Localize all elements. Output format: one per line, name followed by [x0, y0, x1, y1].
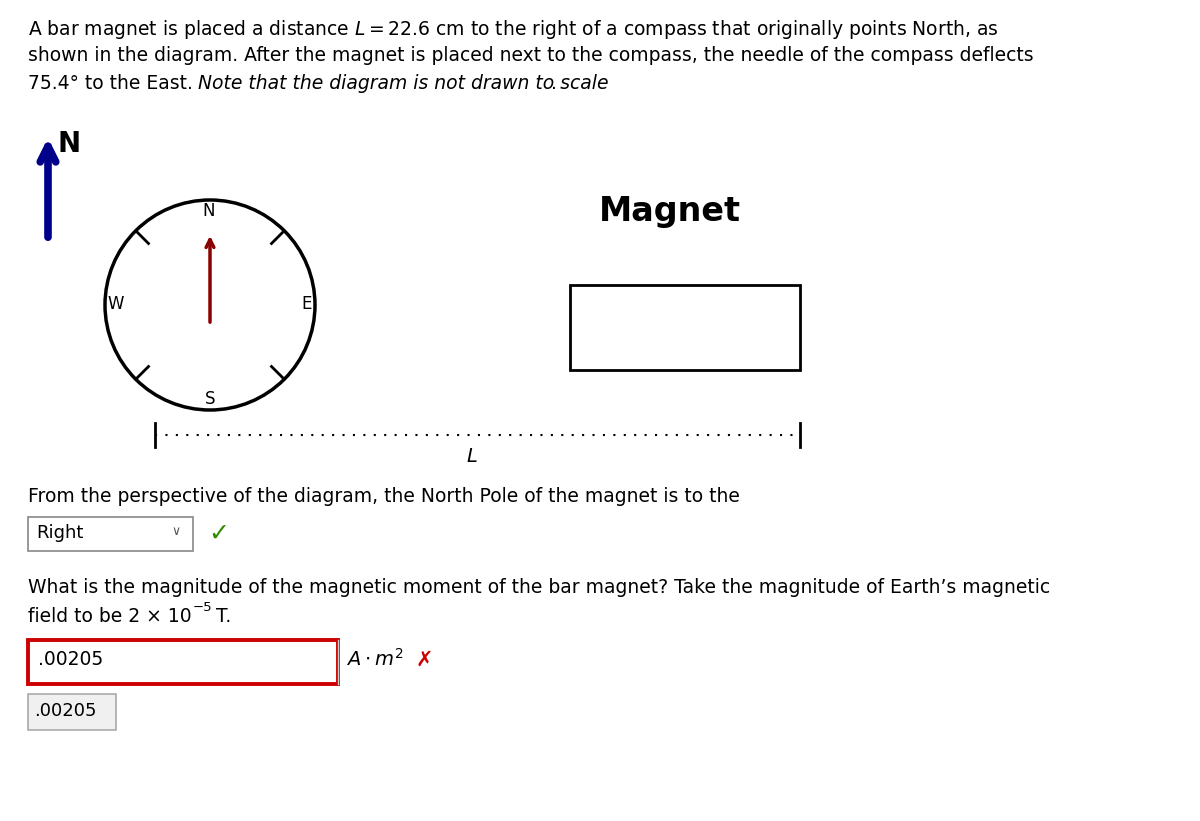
Bar [28, 517, 193, 551]
Bar [28, 694, 116, 730]
Text: N: N [202, 202, 215, 220]
Text: 75.4° to the East.: 75.4° to the East. [28, 74, 199, 93]
Text: Note that the diagram is not drawn to scale: Note that the diagram is not drawn to sc… [198, 74, 608, 93]
Text: .: . [545, 74, 557, 93]
Bar [28, 640, 338, 684]
Bar [570, 285, 800, 370]
Text: A bar magnet is placed a distance $L = 22.6$ cm to the right of a compass that o: A bar magnet is placed a distance $L = 2… [28, 18, 998, 41]
Text: What is the magnitude of the magnetic moment of the bar magnet? Take the magnitu: What is the magnitude of the magnetic mo… [28, 578, 1050, 597]
Text: ∨: ∨ [170, 525, 180, 538]
Text: $A \cdot m^2$: $A \cdot m^2$ [346, 648, 403, 670]
Text: E: E [301, 295, 311, 313]
Text: field to be 2 × 10: field to be 2 × 10 [28, 607, 192, 626]
Text: T.: T. [210, 607, 232, 626]
Text: −5: −5 [193, 601, 212, 614]
Text: Right: Right [36, 524, 83, 542]
Text: .00205: .00205 [34, 702, 96, 720]
Text: .00205: .00205 [38, 650, 103, 669]
Text: Magnet: Magnet [599, 195, 742, 228]
Text: N: N [58, 130, 82, 158]
Text: ✗: ✗ [416, 650, 433, 670]
Text: W: W [107, 295, 124, 313]
Text: shown in the diagram. After the magnet is placed next to the compass, the needle: shown in the diagram. After the magnet i… [28, 46, 1033, 65]
Text: From the perspective of the diagram, the North Pole of the magnet is to the: From the perspective of the diagram, the… [28, 487, 740, 506]
Text: ✓: ✓ [208, 522, 229, 546]
Text: L: L [467, 447, 478, 466]
Text: S: S [205, 390, 216, 408]
